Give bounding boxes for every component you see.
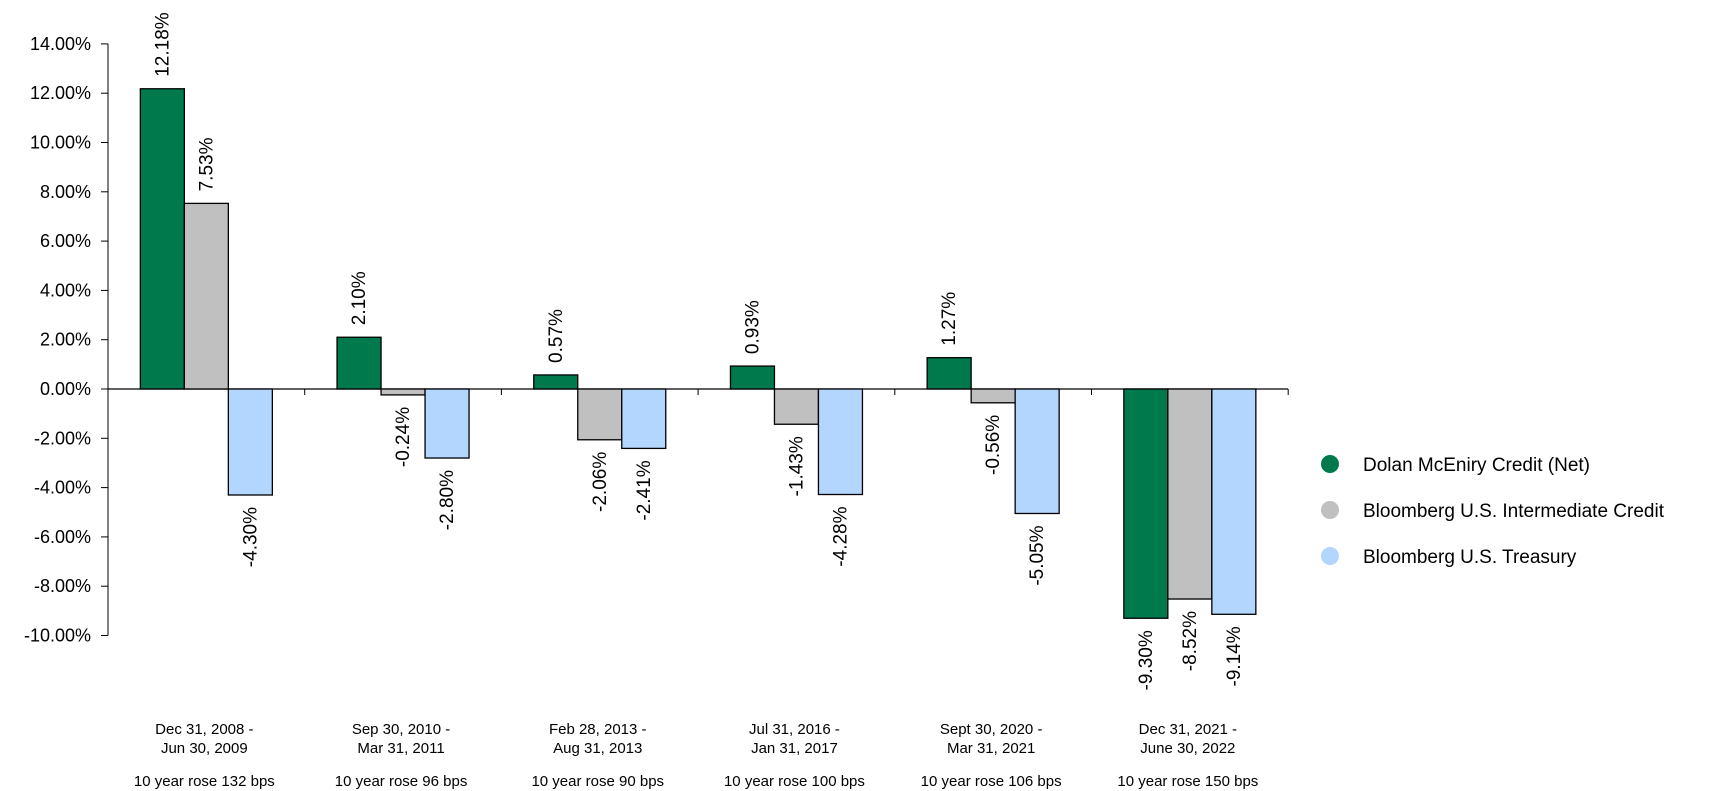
data-label: -9.30%	[1136, 630, 1157, 690]
category-label: Dec 31, 2008 -	[155, 721, 253, 738]
y-tick-label: 10.00%	[30, 133, 91, 153]
data-label: -4.28%	[830, 506, 851, 566]
data-label: -4.30%	[240, 507, 261, 567]
category-note: 10 year rose 100 bps	[724, 773, 865, 790]
category-label: Sept 30, 2020 -	[940, 721, 1043, 738]
category-label: Mar 31, 2021	[947, 740, 1035, 757]
category-label: Jun 30, 2009	[161, 740, 248, 757]
legend-marker	[1321, 547, 1339, 565]
legend-label: Bloomberg U.S. Intermediate Credit	[1363, 501, 1665, 522]
bar	[227, 388, 274, 496]
data-label-layer: 12.18% 7.53% -4.30% 2.10% -0.24% -2.80% 0.57% -…	[152, 12, 1245, 690]
category-label: Jul 31, 2016 -	[749, 721, 840, 738]
data-label: -0.56%	[983, 415, 1004, 475]
bar	[533, 374, 579, 390]
data-label: -2.06%	[590, 452, 611, 512]
data-label: 0.57%	[546, 309, 567, 363]
bar	[139, 88, 186, 390]
bar	[183, 202, 230, 390]
bar	[380, 388, 426, 396]
category-note: 10 year rose 150 bps	[1117, 773, 1258, 790]
category-label: Aug 31, 2013	[553, 740, 642, 757]
bar	[729, 365, 776, 390]
bar	[773, 388, 820, 425]
y-tick-label: -10.00%	[24, 626, 91, 646]
data-label: -1.43%	[786, 436, 807, 496]
data-label: 0.93%	[742, 300, 763, 354]
category-note: 10 year rose 96 bps	[335, 773, 468, 790]
data-label: 2.10%	[349, 271, 370, 325]
bar	[336, 336, 382, 390]
data-label: -0.24%	[393, 407, 414, 467]
data-label: -8.52%	[1180, 611, 1201, 671]
y-tick-label: 8.00%	[40, 182, 91, 202]
category-label: Jan 31, 2017	[751, 740, 838, 757]
bar	[817, 388, 864, 496]
data-label: 12.18%	[152, 12, 173, 77]
category-label: June 30, 2022	[1140, 740, 1235, 757]
bar	[621, 388, 667, 450]
axis-layer: 14.00% 12.00% 10.00% 8.00% 6.00% 4.00% 2.00% 0.…	[24, 34, 1289, 646]
data-label: 1.27%	[939, 292, 960, 346]
y-tick-label: 2.00%	[40, 330, 91, 350]
bar	[577, 388, 623, 441]
category-note: 10 year rose 90 bps	[531, 773, 664, 790]
y-tick-label: 12.00%	[30, 83, 91, 103]
bar	[1123, 388, 1169, 619]
y-tick-label: -6.00%	[34, 527, 91, 547]
y-tick-label: -4.00%	[34, 478, 91, 498]
category-label: Dec 31, 2021 -	[1139, 721, 1237, 738]
legend: Dolan McEniry Credit (Net) Bloomberg U.S.…	[1321, 455, 1665, 568]
y-tick-label: 0.00%	[40, 379, 91, 399]
data-label: -9.14%	[1224, 626, 1245, 686]
legend-marker	[1321, 501, 1339, 519]
bar	[1167, 388, 1213, 600]
bar-layer	[139, 88, 1257, 619]
y-tick-label: -8.00%	[34, 576, 91, 596]
y-tick-label: 6.00%	[40, 231, 91, 251]
category-note: 10 year rose 132 bps	[134, 773, 275, 790]
bar	[1211, 388, 1257, 615]
category-label: Mar 31, 2011	[357, 740, 444, 757]
y-tick-label: 4.00%	[40, 280, 91, 300]
legend-marker	[1321, 455, 1339, 473]
data-label: 7.53%	[196, 137, 217, 191]
bar	[970, 388, 1016, 404]
bar	[926, 357, 972, 390]
bar	[1014, 388, 1060, 515]
data-label: -5.05%	[1027, 525, 1048, 585]
category-label: Sep 30, 2010 -	[352, 721, 450, 738]
legend-label: Dolan McEniry Credit (Net)	[1363, 455, 1590, 476]
data-label: -2.80%	[437, 470, 458, 530]
y-tick-label: -2.00%	[34, 428, 91, 448]
data-label: -2.41%	[634, 460, 655, 520]
category-note: 10 year rose 106 bps	[921, 773, 1062, 790]
bar	[424, 388, 470, 459]
y-tick-label: 14.00%	[30, 34, 91, 54]
legend-label: Bloomberg U.S. Treasury	[1363, 547, 1577, 568]
category-label: Feb 28, 2013 -	[549, 721, 647, 738]
category-label-layer: Dec 31, 2008 - Jun 30, 2009 10 year rose 1…	[134, 721, 1258, 790]
